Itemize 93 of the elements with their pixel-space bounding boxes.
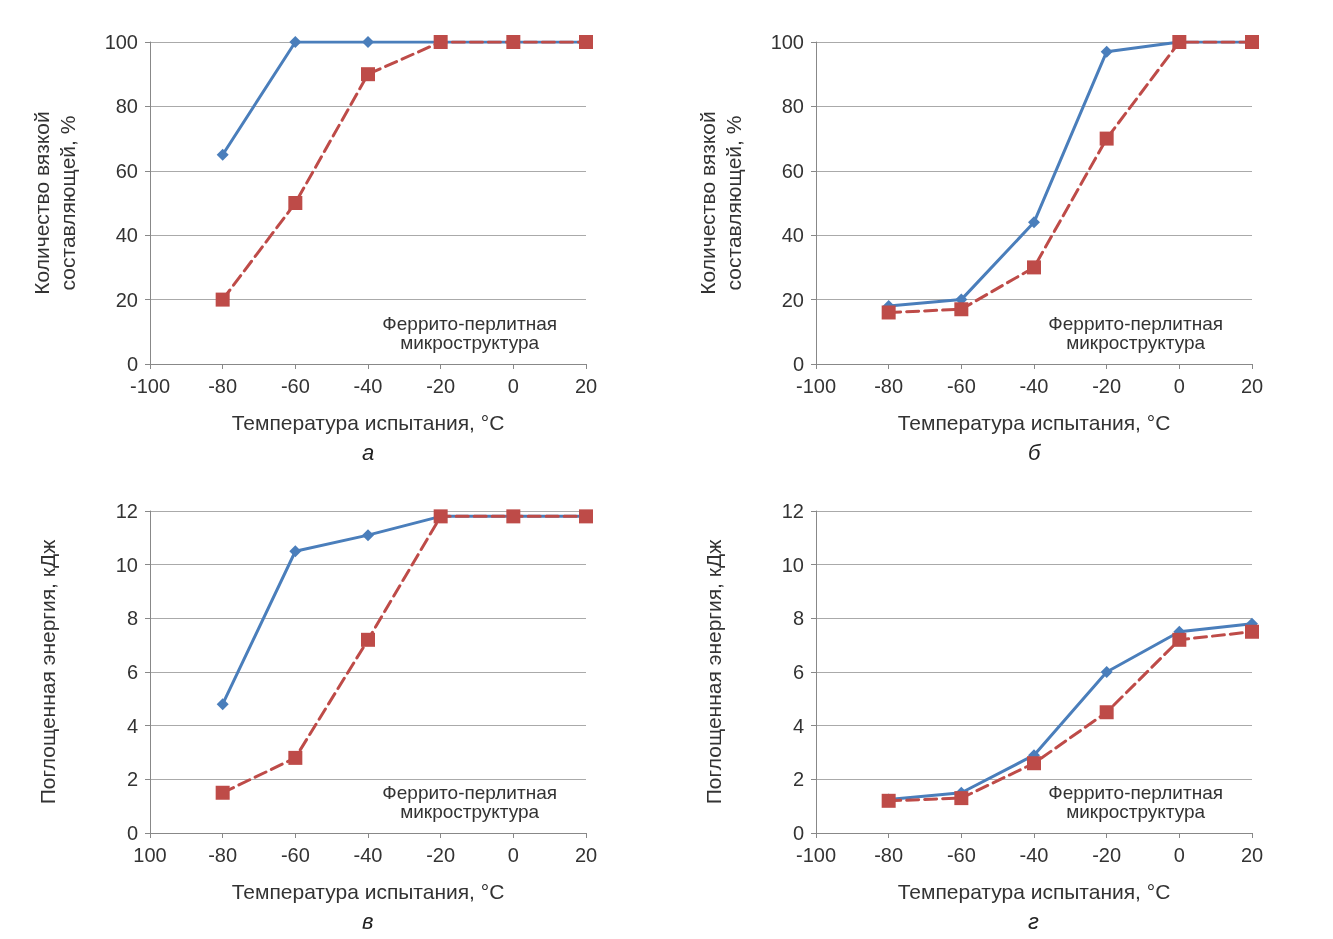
annotation: Феррито-перлитная микроструктура xyxy=(382,313,557,353)
y-tick-label: 2 xyxy=(792,768,804,791)
y-tick-label: 2 xyxy=(126,768,138,791)
x-tick-label: -40 xyxy=(353,375,383,397)
y-tick-label: 4 xyxy=(126,714,138,737)
point xyxy=(1027,260,1041,275)
y-tick-label: 8 xyxy=(126,607,138,630)
point xyxy=(1099,705,1114,720)
y-tick-label: 10 xyxy=(781,553,804,576)
point xyxy=(1245,624,1259,639)
annotation: Феррито-перлитная микроструктура xyxy=(382,782,557,822)
x-axis-title: Температура испытания, °C xyxy=(897,880,1171,903)
point xyxy=(216,698,229,711)
x-tick-label: -100 xyxy=(129,375,171,397)
point xyxy=(289,36,302,48)
point xyxy=(1027,756,1041,771)
y-tick-label: 100 xyxy=(770,31,804,53)
y-tick-label: 0 xyxy=(126,822,138,844)
text: г xyxy=(1028,908,1039,934)
y-tick-label: 6 xyxy=(792,661,804,683)
y-tick-label: 80 xyxy=(115,95,138,118)
x-axis-title: Температура испытания, °C xyxy=(897,411,1171,434)
x-tick-label: 20 xyxy=(1240,375,1264,397)
y-tick-label: 80 xyxy=(781,95,804,118)
x-tick-label: -80 xyxy=(874,375,904,397)
x-tick-label: -60 xyxy=(946,375,976,397)
point xyxy=(289,545,302,558)
x-tick-label: 0 xyxy=(507,375,519,397)
point xyxy=(215,785,230,800)
point xyxy=(1100,45,1113,58)
y-tick-label: 20 xyxy=(781,288,804,311)
y-axis-title: Количество вязкой составляющей, % xyxy=(695,111,745,295)
y-tick-label: 60 xyxy=(781,159,804,182)
y-tick-label: 4 xyxy=(792,714,804,737)
y-tick-label: 12 xyxy=(115,500,138,522)
x-tick-label: -60 xyxy=(280,844,310,866)
y-axis-title: Количество вязкой составляющей, % xyxy=(29,111,79,295)
point xyxy=(216,148,229,161)
x-tick-label: -100 xyxy=(795,844,837,866)
y-tick-label: 40 xyxy=(781,224,804,247)
x-tick-label: -80 xyxy=(874,844,904,866)
text: в xyxy=(362,908,374,934)
point xyxy=(1100,666,1113,678)
point xyxy=(288,196,303,210)
y-axis-title: Поглощенная энергия, кДж xyxy=(35,539,59,805)
point xyxy=(1028,216,1040,229)
x-tick-label: -20 xyxy=(1092,375,1122,397)
x-tick-label: -40 xyxy=(1019,375,1049,397)
x-tick-label: -40 xyxy=(353,844,383,866)
text: а xyxy=(362,439,375,465)
x-tick-label: -100 xyxy=(795,375,837,397)
y-tick-label: 0 xyxy=(792,822,804,844)
y-tick-label: 0 xyxy=(126,353,138,375)
x-tick-label: 0 xyxy=(1173,375,1185,397)
y-tick-label: 8 xyxy=(792,607,804,630)
y-tick-label: 10 xyxy=(115,553,138,576)
x-tick-label: 20 xyxy=(574,844,598,866)
x-tick-label: -20 xyxy=(426,375,456,397)
point xyxy=(954,302,969,317)
point xyxy=(1172,632,1187,647)
point xyxy=(215,292,230,307)
text: б xyxy=(1028,439,1042,465)
x-tick-label: -80 xyxy=(208,844,238,866)
y-axis-title: Поглощенная энергия, кДж xyxy=(701,539,725,805)
x-tick-label: 0 xyxy=(507,844,519,866)
point xyxy=(881,305,896,320)
y-tick-label: 20 xyxy=(115,288,138,311)
point xyxy=(362,529,374,542)
y-tick-label: 100 xyxy=(104,31,138,53)
x-tick-label: 20 xyxy=(574,375,598,397)
point xyxy=(361,632,375,647)
x-tick-label: -60 xyxy=(946,844,976,866)
y-tick-label: 60 xyxy=(115,159,138,182)
y-tick-label: 6 xyxy=(126,661,138,683)
x-tick-label: -80 xyxy=(208,375,238,397)
point xyxy=(361,67,375,82)
x-tick-label: 20 xyxy=(1240,844,1264,866)
point xyxy=(1099,131,1114,146)
point xyxy=(362,36,374,48)
x-axis-title: Температура испытания, °C xyxy=(231,880,505,903)
annotation: Феррито-перлитная микроструктура xyxy=(1048,313,1223,353)
x-tick-label: -20 xyxy=(426,844,456,866)
y-tick-label: 12 xyxy=(781,500,804,522)
point xyxy=(288,750,303,765)
y-tick-label: 0 xyxy=(792,353,804,375)
x-tick-label: -20 xyxy=(1092,844,1122,866)
point xyxy=(954,791,969,806)
x-axis-title: Температура испытания, °C xyxy=(231,411,505,434)
annotation: Феррито-перлитная микроструктура xyxy=(1048,782,1223,822)
y-tick-label: 40 xyxy=(115,224,138,247)
x-tick-label: -40 xyxy=(1019,844,1049,866)
x-tick-label: 0 xyxy=(1173,844,1185,866)
x-tick-label: -60 xyxy=(280,375,310,397)
